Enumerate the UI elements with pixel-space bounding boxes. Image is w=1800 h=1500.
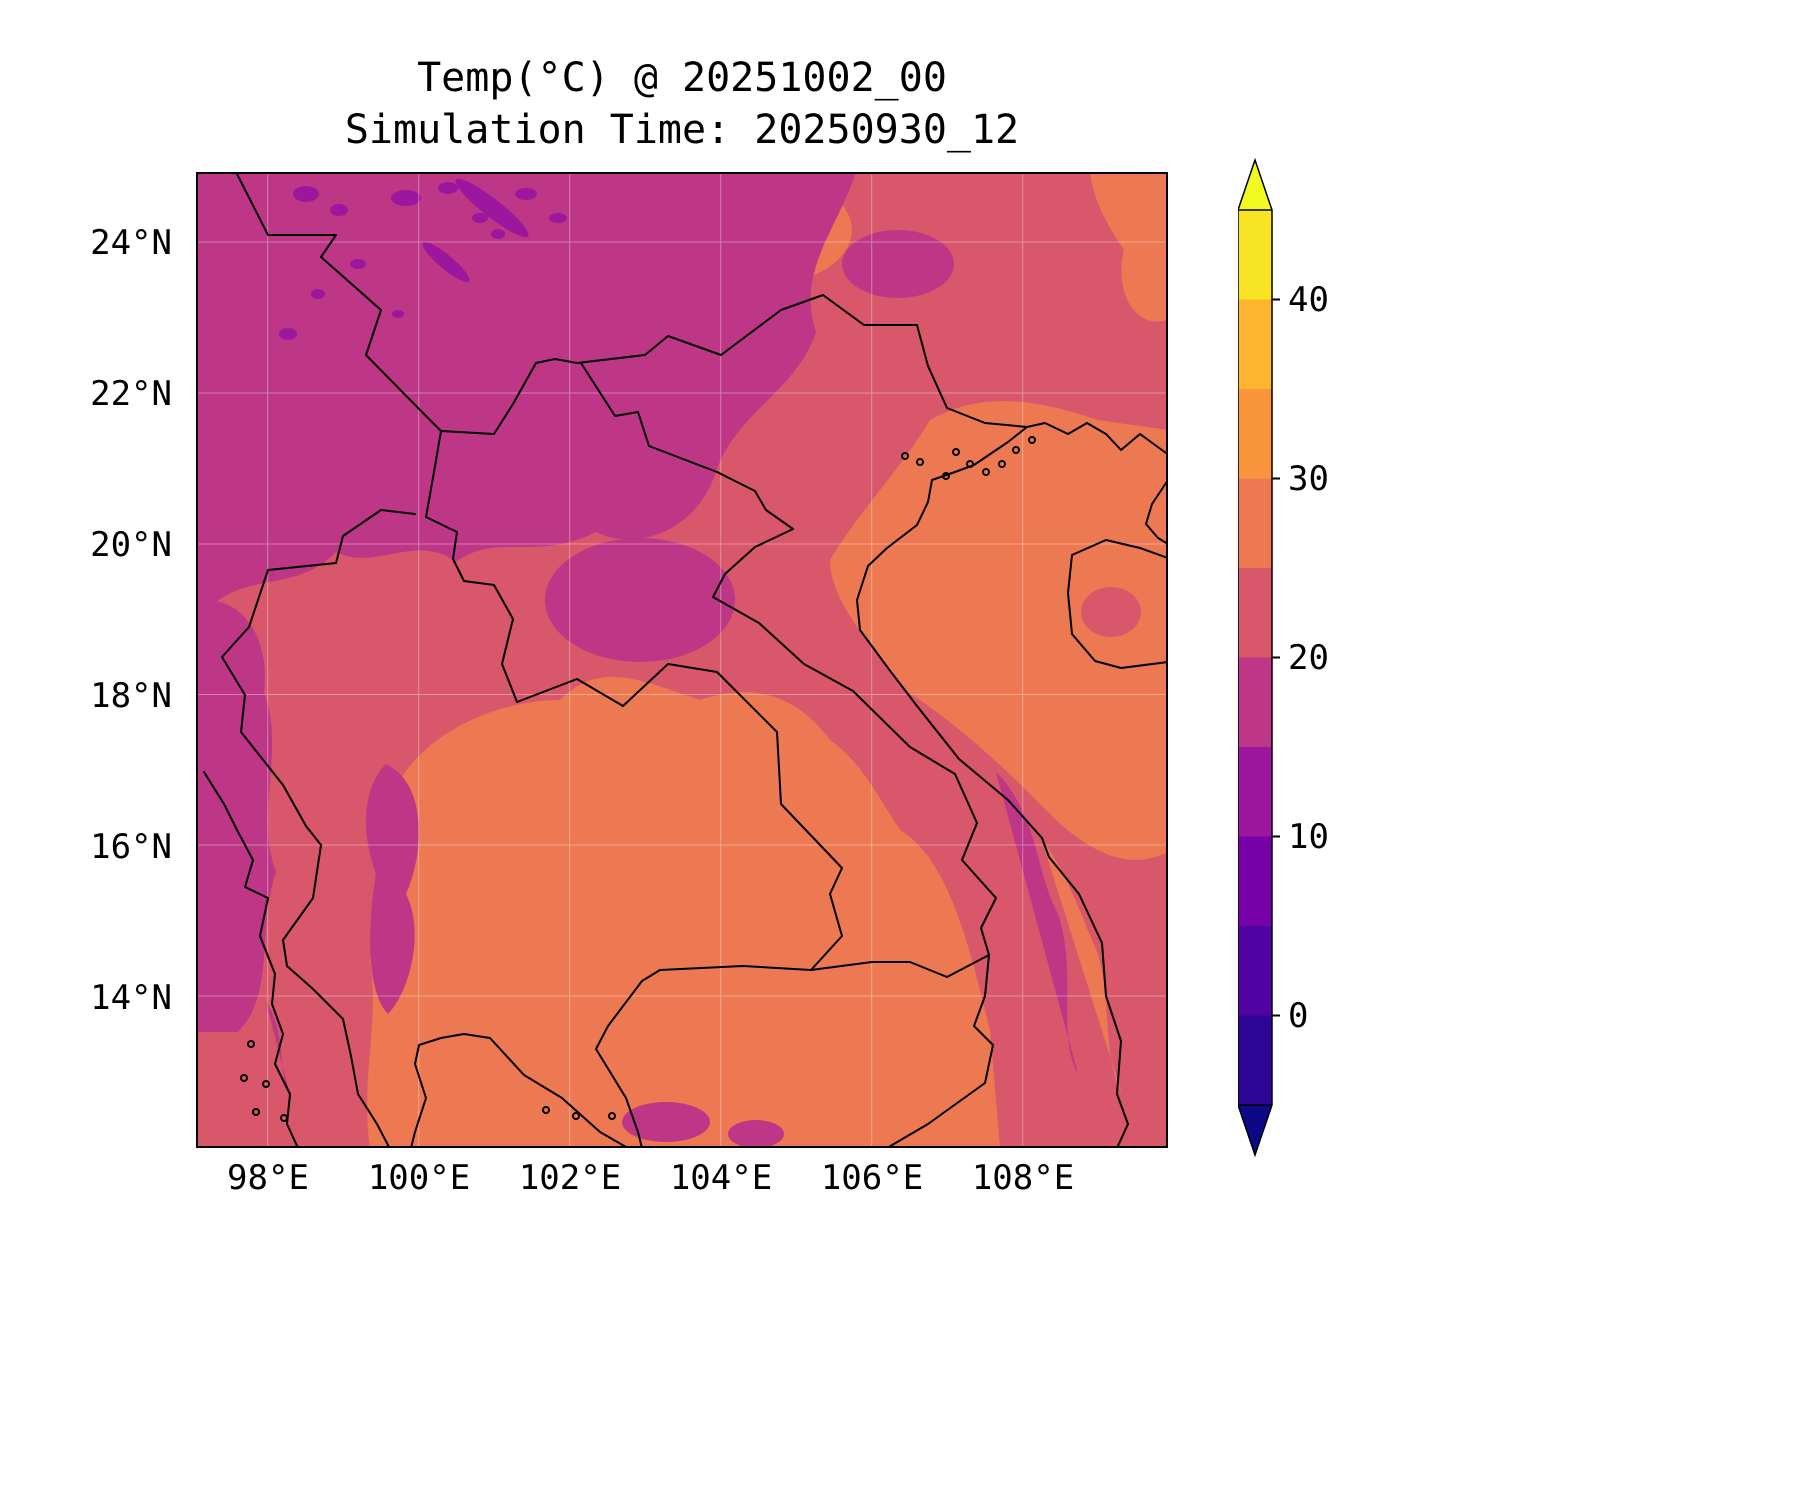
coast-hainan (1067, 539, 1168, 669)
border-myanmar-laos (425, 430, 442, 518)
colorbar-label-0: 0 (1288, 996, 1309, 1036)
colorbar-bands (1238, 210, 1272, 1105)
colorbar-label-10: 10 (1288, 817, 1329, 857)
border-laos-cambodia (810, 954, 990, 978)
x-tick-106e: 106°E (820, 1158, 924, 1198)
colorbar (1238, 158, 1298, 1162)
plot-title-line1: Temp(°C) @ 20251002_00 (417, 55, 947, 101)
colorbar-tick-marks (1272, 298, 1280, 1017)
plot-frame (196, 172, 1168, 1148)
coast-leizhou (1145, 479, 1168, 545)
graticule (196, 172, 1168, 1148)
x-tick-100e: 100°E (367, 1158, 471, 1198)
plot-title-line2: Simulation Time: 20250930_12 (344, 107, 1020, 153)
y-tick-22n: 22°N (90, 374, 172, 414)
colorbar-extend-under (1238, 1105, 1272, 1155)
colorbar-label-40: 40 (1288, 280, 1329, 320)
x-tick-108e: 108°E (971, 1158, 1075, 1198)
coast-vietnam (856, 426, 1129, 1148)
country-borders (203, 173, 1168, 1148)
y-tick-14n: 14°N (90, 978, 172, 1018)
colorbar-label-30: 30 (1288, 459, 1329, 499)
border-vietnam-cambodia (886, 954, 994, 1148)
temp-regions-15-20 (196, 172, 1078, 1148)
y-tick-24n: 24°N (90, 223, 172, 263)
border-thailand-cambodia (595, 965, 812, 1148)
colorbar-extend-over (1238, 160, 1272, 210)
temperature-map (196, 172, 1168, 1148)
coast-gulf-of-thailand (410, 1033, 627, 1148)
coast-china (1026, 422, 1167, 454)
x-tick-104e: 104°E (669, 1158, 773, 1198)
border-china (236, 173, 1028, 435)
plot-title: Temp(°C) @ 20251002_00 Simulation Time: … (196, 52, 1168, 156)
coast-myanmar (203, 771, 299, 1148)
colorbar-outline (1238, 158, 1273, 1158)
islands (240, 436, 1036, 1122)
x-tick-102e: 102°E (518, 1158, 622, 1198)
temp-regions-25-30 (367, 172, 1168, 1148)
y-tick-18n: 18°N (90, 676, 172, 716)
colorbar-svg (1238, 158, 1280, 1158)
temp-patch-hainan (1081, 587, 1141, 637)
temp-regions-10-15 (279, 178, 567, 340)
x-tick-98e: 98°E (227, 1158, 309, 1198)
map-plot-area (196, 172, 1168, 1148)
border-vietnam-laos (580, 362, 997, 956)
y-tick-20n: 20°N (90, 525, 172, 565)
border-myanmar-thailand (221, 509, 416, 1148)
border-thailand-laos (425, 516, 843, 971)
colorbar-label-20: 20 (1288, 638, 1329, 678)
y-tick-16n: 16°N (90, 827, 172, 867)
